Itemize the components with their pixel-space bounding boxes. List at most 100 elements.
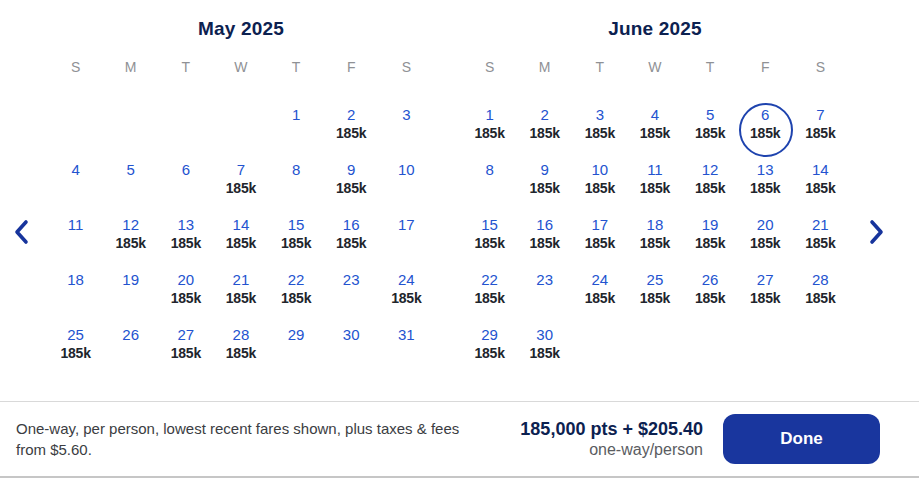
bottom-divider: [0, 476, 919, 478]
fare-label: 185k: [572, 125, 627, 141]
day-of-week-header: T: [683, 42, 738, 92]
fare-label: 185k: [158, 235, 213, 251]
calendar-day-june-2[interactable]: 2185k: [517, 92, 572, 147]
calendar-day-june-4[interactable]: 4185k: [627, 92, 682, 147]
calendar-day-june-14[interactable]: 14185k: [793, 147, 848, 202]
day-number: 5: [103, 160, 158, 180]
next-month-button[interactable]: [860, 213, 894, 251]
calendar-day-june-6[interactable]: 6185k: [738, 92, 793, 147]
calendar-day-may-19[interactable]: 19: [103, 257, 158, 312]
day-of-week-header: T: [158, 42, 213, 92]
calendar-day-may-24[interactable]: 24185k: [379, 257, 434, 312]
fare-label: 185k: [462, 235, 517, 251]
calendar-june-2025: June 2025 SMTWTFS1185k2185k3185k4185k518…: [462, 0, 848, 401]
calendar-day-may-17[interactable]: 17: [379, 202, 434, 257]
calendar-day-june-8[interactable]: 8: [462, 147, 517, 202]
calendar-day-may-10[interactable]: 10: [379, 147, 434, 202]
calendar-day-june-29[interactable]: 29185k: [462, 312, 517, 367]
calendar-day-may-5[interactable]: 5: [103, 147, 158, 202]
calendar-day-june-13[interactable]: 13185k: [738, 147, 793, 202]
calendar-day-june-20[interactable]: 20185k: [738, 202, 793, 257]
calendar-day-june-11[interactable]: 11185k: [627, 147, 682, 202]
calendar-day-may-3[interactable]: 3: [379, 92, 434, 147]
fare-label: 185k: [158, 345, 213, 361]
calendar-day-may-31[interactable]: 31: [379, 312, 434, 367]
calendar-day-june-28[interactable]: 28185k: [793, 257, 848, 312]
calendar-day-may-30[interactable]: 30: [324, 312, 379, 367]
fare-label: 185k: [269, 290, 324, 306]
calendar-day-may-29[interactable]: 29: [269, 312, 324, 367]
done-button[interactable]: Done: [723, 414, 880, 464]
day-number: 4: [48, 160, 103, 180]
fare-label: 185k: [627, 290, 682, 306]
calendar-day-june-24[interactable]: 24185k: [572, 257, 627, 312]
day-of-week-header: W: [213, 42, 268, 92]
calendar-day-empty: [738, 312, 793, 367]
fare-label: 185k: [572, 290, 627, 306]
month-title: May 2025: [48, 16, 434, 42]
calendar-day-june-15[interactable]: 15185k: [462, 202, 517, 257]
day-of-week-header: T: [269, 42, 324, 92]
previous-month-button[interactable]: [4, 213, 38, 251]
calendar-day-june-9[interactable]: 9185k: [517, 147, 572, 202]
fare-label: 185k: [738, 290, 793, 306]
calendar-day-may-2[interactable]: 2185k: [324, 92, 379, 147]
fare-label: 185k: [158, 290, 213, 306]
calendar-day-may-20[interactable]: 20185k: [158, 257, 213, 312]
calendar-day-june-30[interactable]: 30185k: [517, 312, 572, 367]
calendar-day-june-12[interactable]: 12185k: [683, 147, 738, 202]
calendar-day-june-23[interactable]: 23: [517, 257, 572, 312]
calendar-day-june-7[interactable]: 7185k: [793, 92, 848, 147]
day-of-week-header: S: [793, 42, 848, 92]
calendar-day-may-12[interactable]: 12185k: [103, 202, 158, 257]
chevron-right-icon: [869, 219, 885, 245]
fare-label: 185k: [462, 290, 517, 306]
fare-label: 185k: [213, 290, 268, 306]
calendar-day-june-3[interactable]: 3185k: [572, 92, 627, 147]
calendar-day-empty: [572, 312, 627, 367]
calendar-day-may-18[interactable]: 18: [48, 257, 103, 312]
calendar-day-may-7[interactable]: 7185k: [213, 147, 268, 202]
calendar-day-may-16[interactable]: 16185k: [324, 202, 379, 257]
calendar-day-may-28[interactable]: 28185k: [213, 312, 268, 367]
calendar-day-may-27[interactable]: 27185k: [158, 312, 213, 367]
calendar-day-june-27[interactable]: 27185k: [738, 257, 793, 312]
day-number: 16: [517, 215, 572, 235]
calendar-day-may-14[interactable]: 14185k: [213, 202, 268, 257]
calendar-day-june-1[interactable]: 1185k: [462, 92, 517, 147]
calendar-day-may-25[interactable]: 25185k: [48, 312, 103, 367]
day-number: 18: [627, 215, 682, 235]
day-number: 4: [627, 105, 682, 125]
calendar-day-june-18[interactable]: 18185k: [627, 202, 682, 257]
calendar-day-june-10[interactable]: 10185k: [572, 147, 627, 202]
calendar-day-may-8[interactable]: 8: [269, 147, 324, 202]
fare-label: 185k: [683, 235, 738, 251]
calendar-day-may-1[interactable]: 1: [269, 92, 324, 147]
calendar-day-june-21[interactable]: 21185k: [793, 202, 848, 257]
day-of-week-header: M: [517, 42, 572, 92]
calendar-day-may-9[interactable]: 9185k: [324, 147, 379, 202]
calendar-day-june-26[interactable]: 26185k: [683, 257, 738, 312]
calendar-day-may-26[interactable]: 26: [103, 312, 158, 367]
calendar-day-may-22[interactable]: 22185k: [269, 257, 324, 312]
calendar-day-may-15[interactable]: 15185k: [269, 202, 324, 257]
calendar-day-may-4[interactable]: 4: [48, 147, 103, 202]
calendar-day-june-16[interactable]: 16185k: [517, 202, 572, 257]
day-number: 17: [379, 215, 434, 235]
calendar-day-may-11[interactable]: 11: [48, 202, 103, 257]
calendar-day-may-21[interactable]: 21185k: [213, 257, 268, 312]
calendar-day-may-6[interactable]: 6: [158, 147, 213, 202]
day-of-week-header: F: [738, 42, 793, 92]
fare-label: 185k: [793, 235, 848, 251]
day-number: 23: [324, 270, 379, 290]
calendar-day-june-17[interactable]: 17185k: [572, 202, 627, 257]
calendar-day-may-13[interactable]: 13185k: [158, 202, 213, 257]
calendar-day-may-23[interactable]: 23: [324, 257, 379, 312]
day-number: 10: [379, 160, 434, 180]
fare-label: 185k: [517, 125, 572, 141]
calendar-day-june-19[interactable]: 19185k: [683, 202, 738, 257]
calendar-day-june-5[interactable]: 5185k: [683, 92, 738, 147]
day-number: 29: [269, 325, 324, 345]
calendar-day-june-22[interactable]: 22185k: [462, 257, 517, 312]
calendar-day-june-25[interactable]: 25185k: [627, 257, 682, 312]
